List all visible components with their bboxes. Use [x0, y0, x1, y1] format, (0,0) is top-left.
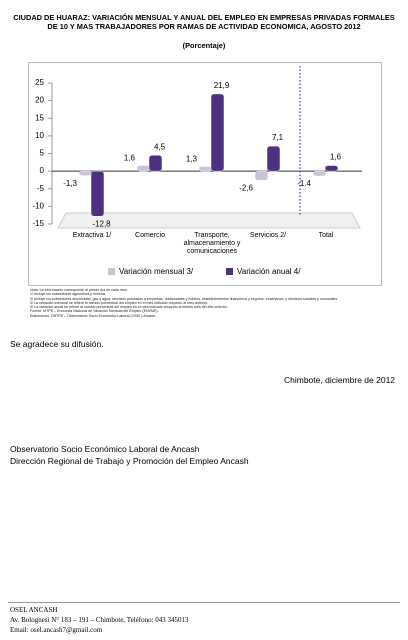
chart: -15 -10 -5 0 5 10 15 20 25 -1,3 -12,8 1,6 4,5 1,3 21,9… [32, 66, 362, 276]
floor [57, 212, 361, 229]
y-tick-label: -5 [37, 184, 45, 193]
chart-subtitle: (Porcentaje) [182, 41, 226, 50]
note: Fuente: MTPE – Encuesta Nacional de Vari… [30, 309, 159, 314]
note: Nota: La información corresponde al prim… [30, 288, 128, 292]
bar [312, 170, 327, 177]
footer-rule [8, 602, 400, 603]
thanks: Se agradece su difusión. [10, 339, 104, 349]
note: 4/ La variación anual se refiere al camb… [30, 305, 228, 310]
x-tick-label: Total [318, 232, 334, 239]
value-label: -1,3 [63, 179, 77, 188]
note: 2/ Incluye los subsectores electricidad,… [30, 296, 339, 301]
note: 3/ La variación mensual se refiere al ca… [30, 300, 208, 305]
x-tick-label: Comercio [135, 232, 165, 239]
legend-swatch [108, 268, 115, 275]
signature-line: Observatorio Socio Económico Laboral de … [10, 444, 200, 454]
value-label: 1,3 [186, 155, 198, 164]
y-tick-label: -15 [32, 219, 44, 228]
y-tick-label: 10 [35, 131, 44, 140]
value-label: -1.4 [297, 179, 311, 188]
notes: Nota: La información corresponde al prim… [30, 288, 390, 318]
y-tick-label: 5 [40, 149, 45, 158]
note: 1/ Incluye los subsectores agricultura y… [30, 292, 106, 297]
bar [210, 93, 225, 172]
bar [90, 170, 105, 217]
bar [136, 165, 151, 172]
y-tick-label: 20 [35, 96, 44, 105]
bar [254, 170, 269, 181]
legend-swatch [226, 268, 233, 275]
chart-frame [28, 62, 382, 286]
bar [266, 145, 281, 172]
legend-label: Variación mensual 3/ [119, 267, 194, 276]
y-tick-label: -10 [32, 201, 44, 210]
value-label: -2,6 [239, 183, 253, 192]
y-tick-label: 0 [40, 166, 45, 175]
chart-title: CIUDAD DE HUARAZ: VARIACIÓN MENSUAL Y AN… [13, 13, 395, 31]
value-label: 7,1 [272, 133, 284, 142]
date: Chimbote, diciembre de 2012 [284, 375, 396, 385]
bar [148, 155, 163, 172]
value-label: 21,9 [214, 81, 230, 90]
bar [78, 170, 93, 176]
y-tick-label: 15 [35, 113, 44, 122]
bar [324, 165, 339, 172]
x-tick-label: Transporte, almacenamiento y comunicacio… [183, 232, 241, 255]
signature-line: Dirección Regional de Trabajo y Promoció… [10, 456, 249, 466]
bar [198, 166, 213, 172]
x-tick-label: Extractiva 1/ [72, 232, 112, 239]
x-tick-label: Servicios 2/ [249, 232, 287, 239]
footer-email: Email: osel.ancash7@gmail.com [10, 626, 103, 634]
value-label: 1,6 [124, 154, 136, 163]
footer-address: Av. Bolognesi N° 183 – 191 – Chimbote, T… [10, 616, 189, 624]
legend-label: Variación anual 4/ [237, 267, 301, 276]
y-tick-label: 25 [35, 78, 44, 87]
value-label: 1,6 [330, 153, 342, 162]
value-label: -12,8 [92, 219, 111, 228]
value-label: 4,5 [154, 142, 166, 151]
note: Elaboración: DRTPE – Observatorio Socio … [30, 313, 157, 318]
footer-name: OSEL ANCASH [10, 606, 58, 614]
